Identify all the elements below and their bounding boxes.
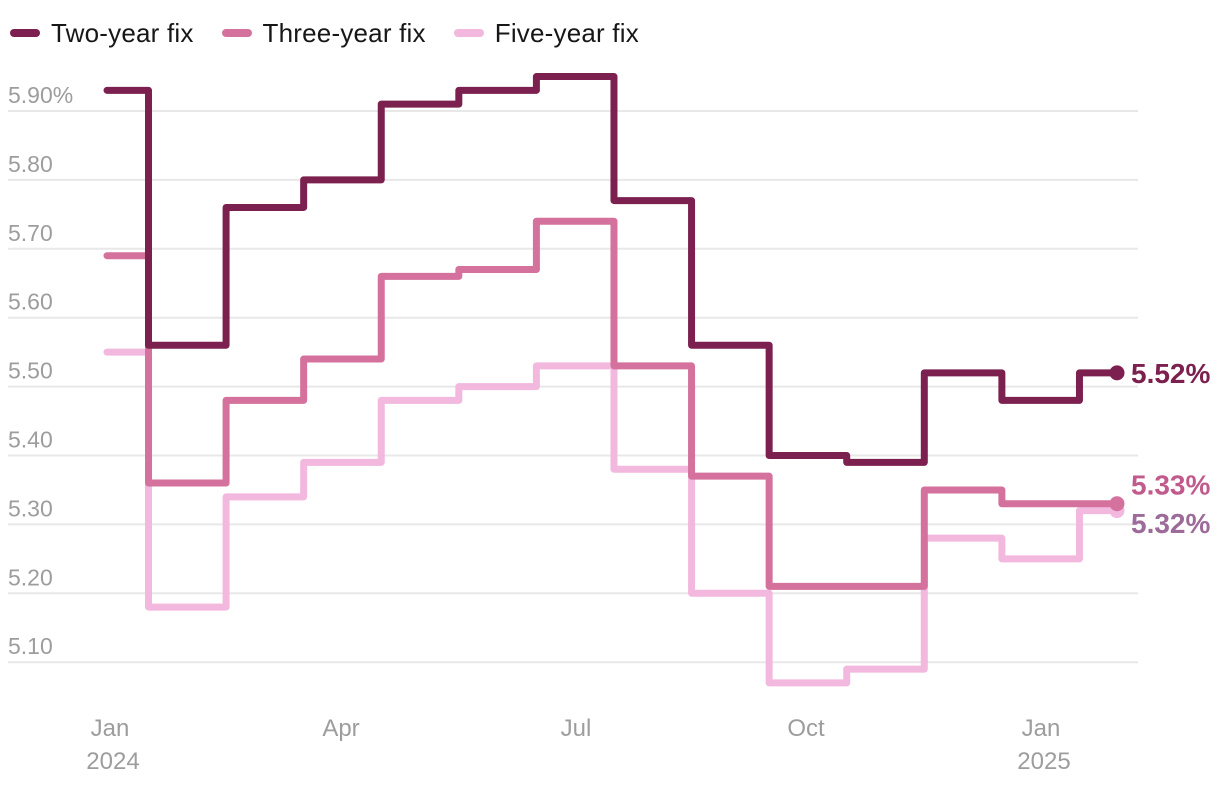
gridlines	[8, 110, 1138, 664]
two-year-fix-swatch-icon	[10, 29, 40, 37]
y-axis-label: 5.70	[8, 220, 53, 246]
three-year-fix-end-label: 5.33%	[1131, 470, 1210, 501]
two-year-fix-end-label: 5.52%	[1131, 358, 1210, 389]
y-axis-label: 5.50	[8, 358, 53, 384]
two-year-fix-line	[103, 73, 1121, 466]
x-axis-label: Jan	[91, 715, 130, 742]
chart-legend: Two-year fix Three-year fix Five-year fix	[10, 12, 639, 54]
x-axis-label: Jan	[1022, 715, 1061, 742]
y-axis-label: 5.40	[8, 427, 53, 453]
y-axis-label: 5.60	[8, 289, 53, 315]
five-year-fix-line	[103, 348, 1121, 687]
y-axis-label: 5.80	[8, 151, 53, 177]
legend-label: Three-year fix	[262, 17, 426, 48]
three-year-fix-swatch-icon	[221, 29, 252, 37]
x-axis-label: Oct	[787, 715, 825, 742]
x-axis-year-label: 2024	[86, 748, 139, 775]
five-year-fix-end-label: 5.32%	[1131, 508, 1210, 539]
legend-item-five-year-fix: Five-year fix	[453, 17, 639, 49]
x-axis-label: Jul	[561, 715, 592, 742]
five-year-fix-swatch-icon	[453, 29, 484, 37]
legend-item-three-year-fix: Three-year fix	[221, 17, 426, 49]
legend-item-two-year-fix: Two-year fix	[10, 18, 194, 49]
x-axis-year-label: 2025	[1017, 748, 1070, 775]
three-year-fix-line	[103, 217, 1121, 590]
y-axis-label: 5.90%	[8, 82, 73, 108]
y-axis-label: 5.30	[8, 495, 53, 521]
two-year-fix-end-dot	[1109, 365, 1125, 381]
x-axis-labels: Jan 2024 Apr Jul Oct Jan 2025	[86, 715, 1070, 775]
x-axis-label: Apr	[322, 715, 359, 742]
legend-label: Five-year fix	[494, 17, 639, 48]
y-axis-label: 5.20	[8, 564, 53, 590]
legend-label: Two-year fix	[51, 17, 194, 48]
y-axis-label: 5.10	[8, 633, 53, 659]
three-year-fix-end-dot	[1109, 496, 1125, 512]
y-axis-labels: 5.90% 5.80 5.70 5.60 5.50 5.40 5.30 5.20 5.10	[8, 82, 73, 659]
